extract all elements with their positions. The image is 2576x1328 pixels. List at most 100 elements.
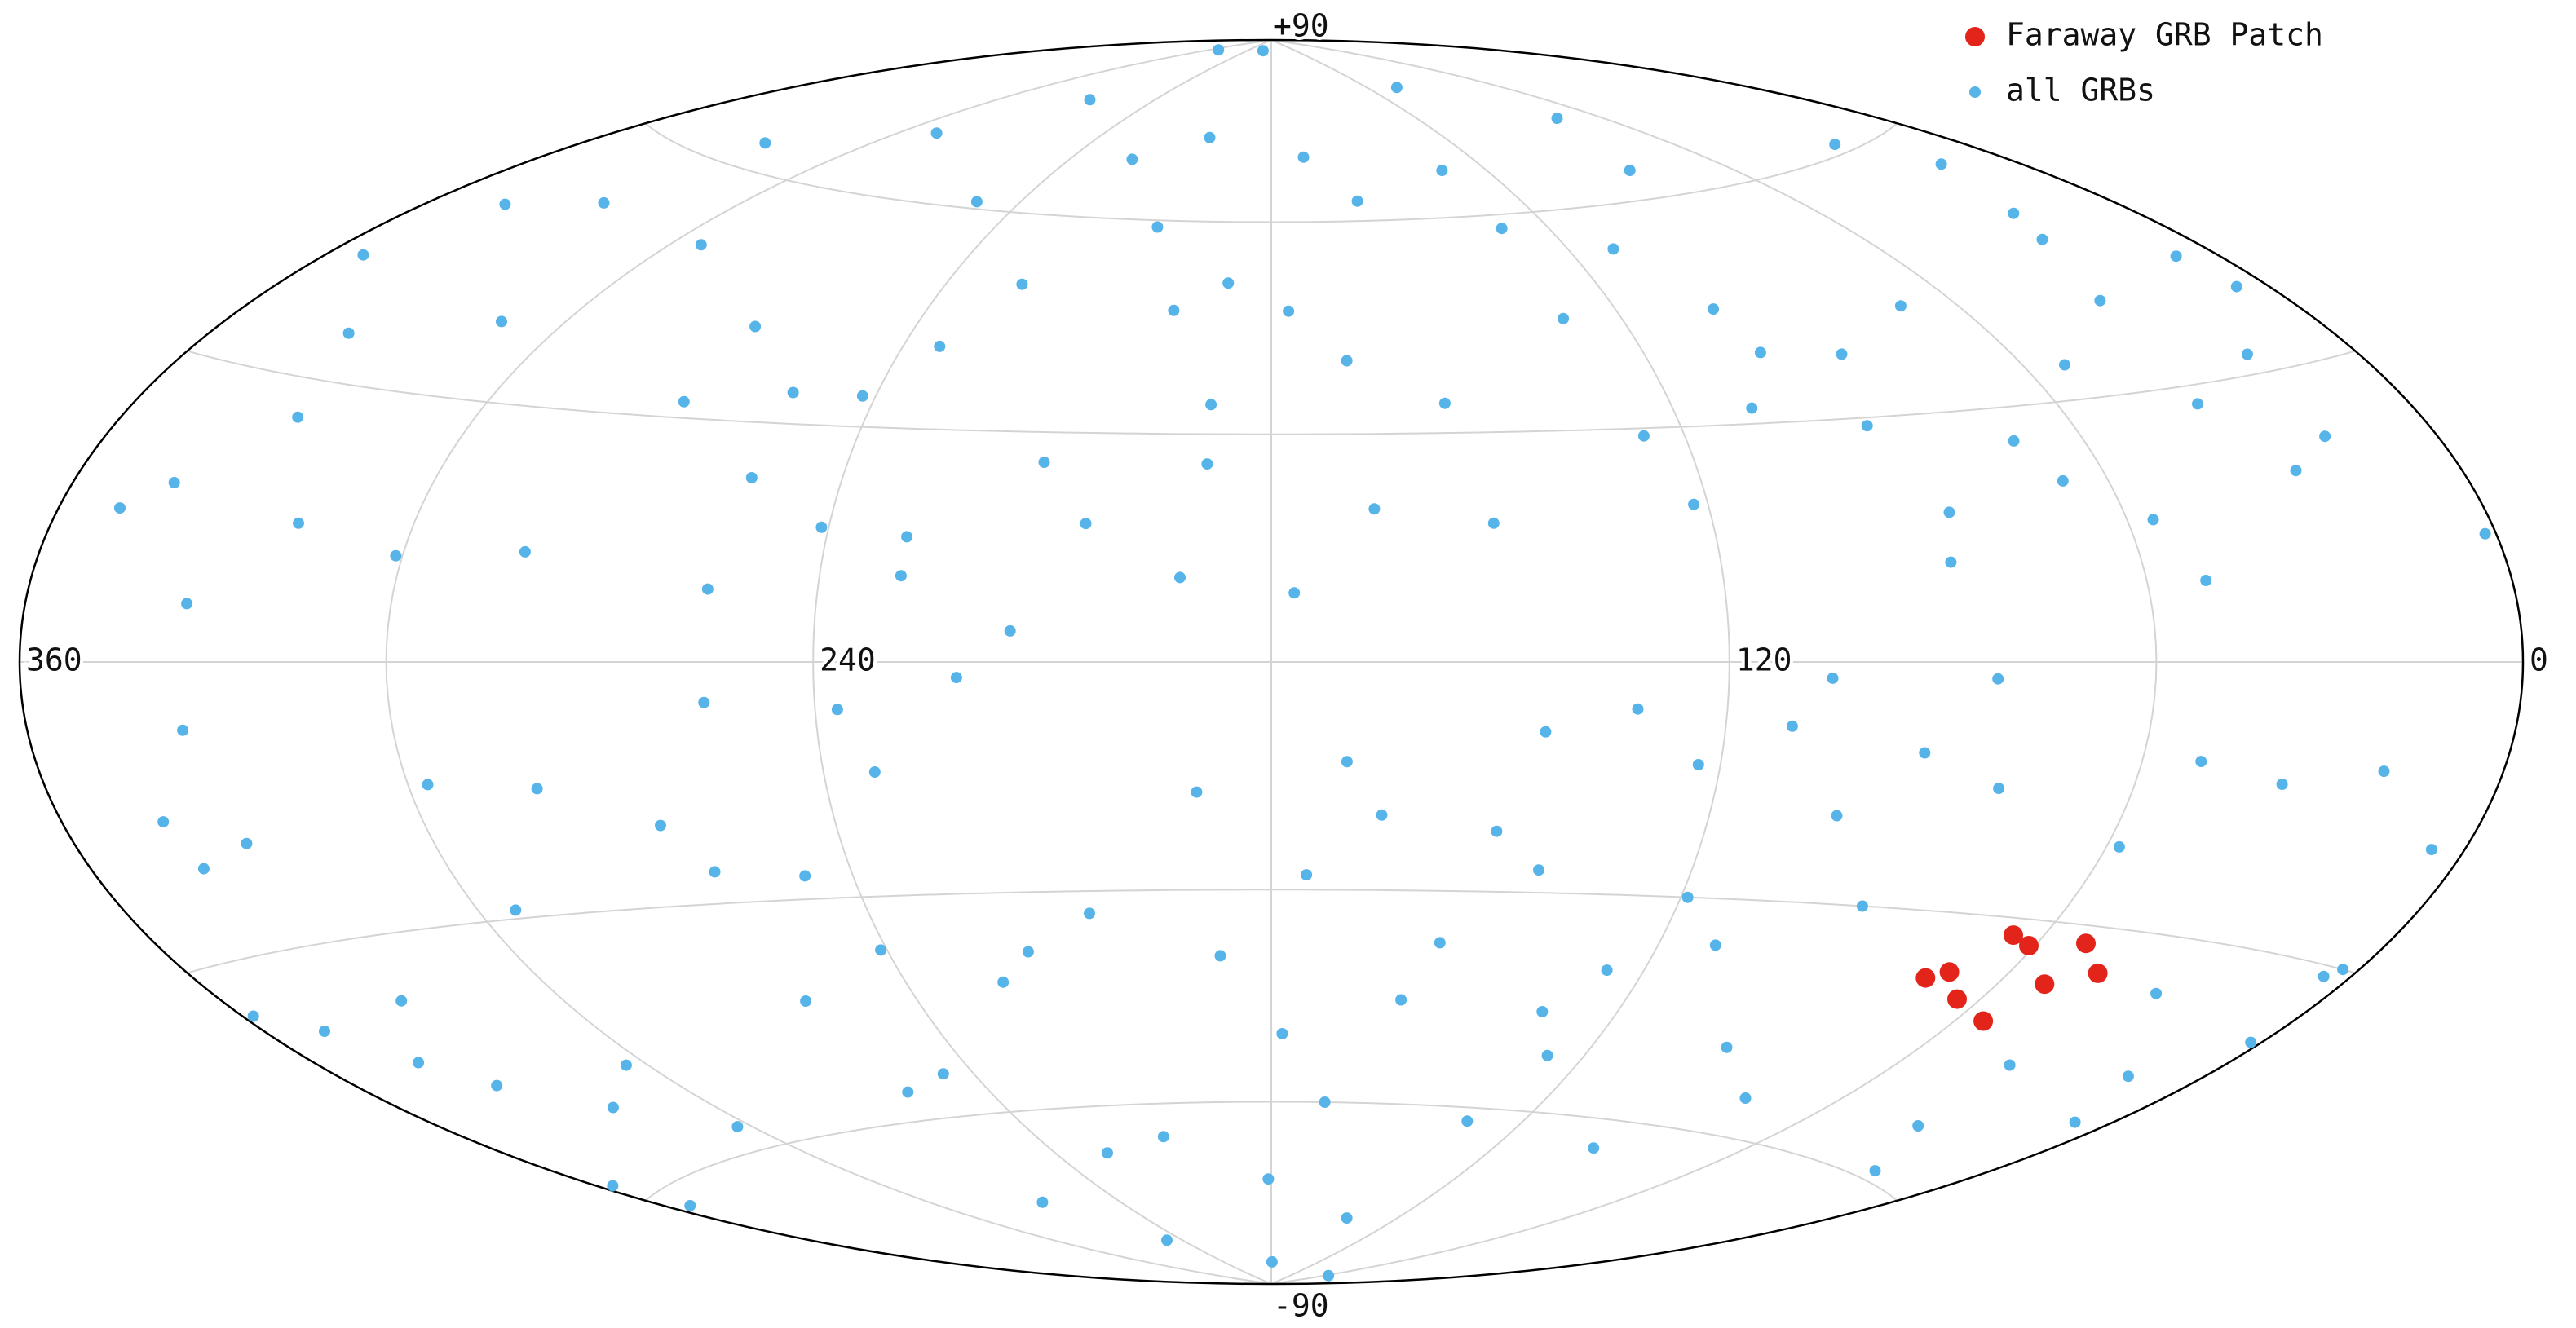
grb-point [2004, 925, 2023, 946]
grb-point [499, 198, 511, 210]
grb-point [934, 340, 946, 352]
grb-point [598, 196, 610, 209]
grb-point [1395, 994, 1407, 1006]
grb-point [2094, 294, 2106, 307]
grb-point [2230, 280, 2242, 293]
grb-point [2241, 348, 2253, 360]
grb-point [2425, 844, 2437, 856]
grb-point [620, 1059, 632, 1071]
grb-point [1341, 355, 1353, 367]
grb-point [2004, 1059, 2016, 1071]
grb-point [319, 1026, 330, 1037]
grb-point [607, 1101, 619, 1114]
grb-point [1973, 1011, 1994, 1031]
grb-point [2319, 430, 2331, 443]
grb-point [1533, 864, 1544, 876]
grb-point [1947, 989, 1967, 1009]
grb-point [1637, 430, 1650, 442]
grb-point [745, 472, 758, 483]
legend-label: all GRBs [2006, 73, 2155, 108]
grb-point [895, 570, 907, 582]
grb-point [1919, 747, 1931, 759]
grb-point [1894, 300, 1907, 312]
grb-point [1174, 571, 1186, 584]
legend: Faraway GRB Patch all GRBs [1965, 17, 2323, 108]
grb-point [1004, 624, 1016, 637]
grb-point [342, 327, 355, 339]
grb-point [1213, 44, 1225, 56]
grb-point [2318, 970, 2330, 982]
grb-point [1168, 304, 1180, 316]
grb-point [930, 127, 943, 139]
grb-point [1319, 1096, 1331, 1108]
grb-point [1912, 1120, 1924, 1132]
grb-point [868, 766, 881, 778]
grb-point [1084, 907, 1095, 920]
grb-point [1126, 153, 1138, 165]
legend-marker [1965, 27, 1985, 46]
grb-point [1915, 968, 1936, 988]
graticule-parallel [644, 122, 1898, 223]
legend-marker [1969, 86, 1981, 98]
grb-point [1829, 139, 1841, 151]
grb-point [2337, 964, 2349, 976]
grb-point [1754, 346, 1766, 359]
grb-point [997, 976, 1010, 988]
y-tick-label: -90 [1273, 1288, 1329, 1324]
grb-point [1080, 518, 1092, 530]
grb-point [168, 477, 180, 488]
y-tick-label: +90 [1273, 8, 1329, 44]
grb-point [1288, 587, 1301, 599]
grb-point [2150, 987, 2163, 999]
grb-point [1461, 1115, 1474, 1127]
grb-point [1558, 312, 1570, 324]
grb-point [1939, 962, 1960, 982]
grb-point [1688, 498, 1700, 510]
grb-point [422, 779, 434, 791]
grb-point [1709, 939, 1721, 951]
graticule-parallel [187, 350, 2356, 435]
grb-point [1607, 243, 1619, 255]
grb-point [2290, 465, 2302, 477]
grb-point [1632, 703, 1644, 715]
grb-point [2069, 1116, 2081, 1128]
grb-point [731, 1121, 744, 1133]
grb-point [970, 196, 983, 208]
grb-point [1935, 158, 1947, 170]
grb-point [2113, 840, 2125, 853]
grb-point [1262, 1173, 1275, 1185]
grb-point [1283, 305, 1295, 317]
grb-point [1341, 1212, 1353, 1224]
grb-point [1204, 131, 1216, 143]
grb-point [1038, 457, 1050, 468]
grb-point [1016, 278, 1028, 290]
grb-point [1869, 1165, 1881, 1177]
grb-point [1992, 673, 2004, 685]
grb-point [799, 870, 811, 882]
grb-point [1943, 506, 1955, 518]
legend-label: Faraway GRB Patch [2006, 17, 2323, 53]
grb-point [902, 1086, 914, 1098]
grb-point [759, 137, 771, 149]
grb-point [1434, 937, 1446, 949]
grb-point [2276, 779, 2288, 790]
grb-point [2200, 575, 2212, 586]
grb-point [1214, 950, 1226, 962]
grb-point [856, 390, 868, 402]
grb-point [531, 783, 543, 795]
grb-point [1551, 113, 1563, 125]
x-tick-label: 120 [1736, 642, 1792, 678]
grb-point [1836, 348, 1848, 360]
grb-point [1276, 1028, 1288, 1039]
grb-point [749, 320, 762, 333]
grb-point [1588, 1142, 1600, 1154]
grb-point [698, 696, 710, 708]
grb-point [496, 315, 507, 328]
grb-point [1201, 458, 1213, 470]
map-outline [18, 38, 2525, 1286]
grb-point [1739, 1092, 1752, 1104]
grb-point [1624, 165, 1636, 176]
grb-point [607, 1180, 619, 1192]
grb-point [1708, 303, 1720, 315]
